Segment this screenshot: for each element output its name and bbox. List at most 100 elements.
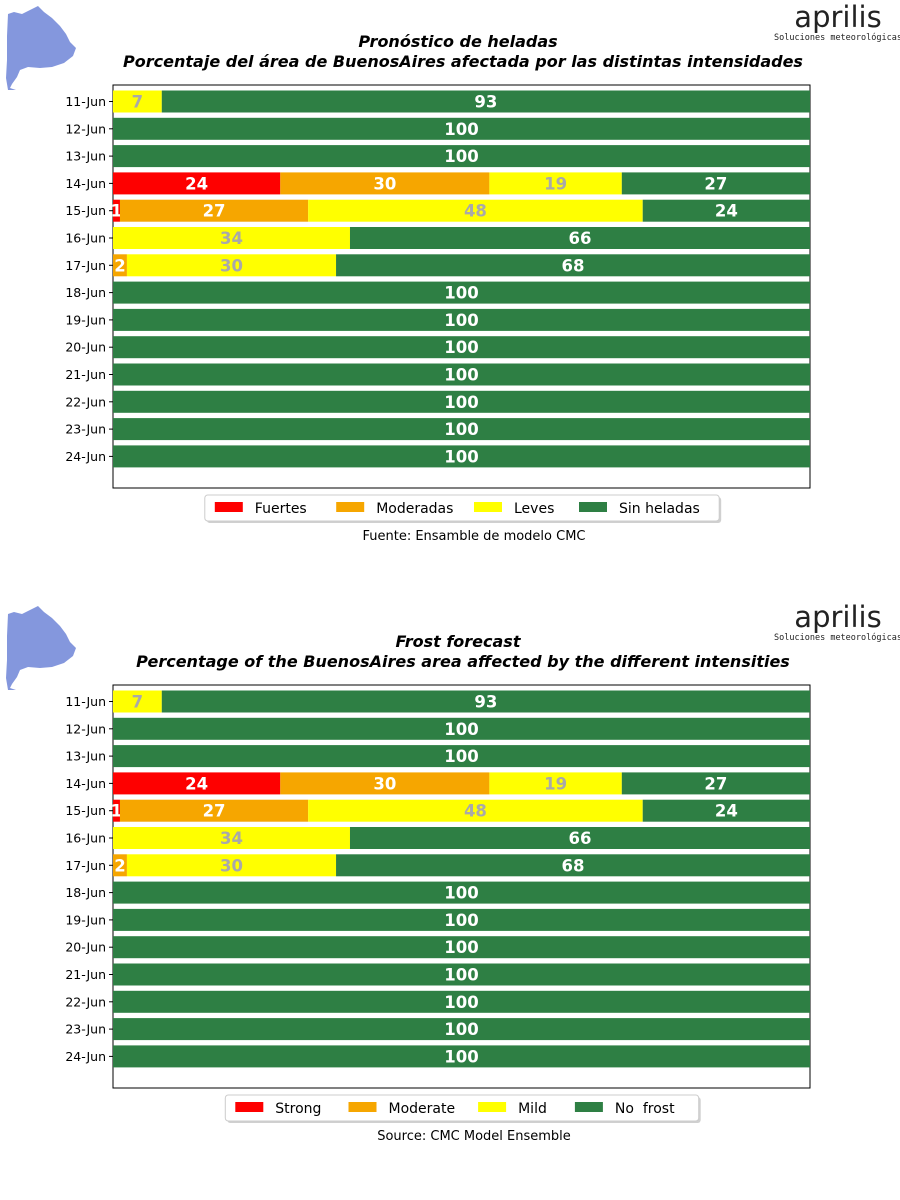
y-tick-label: 12-Jun [65,721,106,736]
bar-row: 16-Jun 34 66 [65,227,810,249]
bar-value-label: 93 [474,93,497,112]
bar-segment [113,717,810,740]
bar-value-label: 1 [111,802,122,821]
y-tick-label: 11-Jun [65,94,106,109]
bar-segment [113,145,810,168]
bar-segment [308,799,643,822]
bar-segment [113,1018,810,1041]
bar-value-label: 100 [444,747,478,766]
bar-segment [113,936,810,959]
logo-wordmark: aprilis [794,0,881,34]
bar-value-label: 7 [132,93,143,112]
bar-segment [642,199,810,222]
bar-segment [113,881,810,904]
bar-value-label: 93 [474,693,497,712]
bar-segment [308,199,643,222]
bar-row: 22-Jun 100 [65,990,810,1013]
chart-title: Frost forecast [396,632,522,651]
bar-value-label: 24 [715,202,738,221]
y-tick-label: 16-Jun [65,831,106,846]
province-map-icon [6,6,76,90]
bar-value-label: 30 [373,174,396,193]
bar-value-label: 24 [185,774,208,793]
y-tick-label: 22-Jun [65,994,106,1009]
bar-segment [621,772,810,795]
bar-segment [113,199,120,222]
bar-segment [113,363,810,386]
bar-segment [119,799,309,822]
bar-segment [280,172,490,195]
bar-value-label: 100 [444,1020,478,1039]
legend-swatch [474,502,502,512]
y-tick-label: 17-Jun [65,858,106,873]
legend-box [224,1094,700,1122]
legend-entry: Sin heladas [619,501,700,517]
y-tick-label: 18-Jun [65,285,106,300]
bar-row: 13-Jun 100 [65,745,810,768]
bar-value-label: 19 [544,174,567,193]
bar-segment [489,172,622,195]
bar-row: 24-Jun 100 [65,1045,810,1068]
y-tick-label: 18-Jun [65,885,106,900]
bar-segment [113,745,810,768]
bar-value-label: 68 [562,856,585,875]
legend-entry: Mild [518,1101,547,1117]
bar-row: 22-Jun 100 [65,390,810,413]
legend-swatch [478,1102,507,1112]
bar-segment [113,908,810,931]
bar-value-label: 100 [444,366,478,385]
logo-wordmark: aprilis [794,600,881,634]
bar-row: 12-Jun 100 [65,717,810,740]
y-tick-label: 14-Jun [65,176,106,191]
legend-swatch [214,502,243,512]
legend-entry: Moderate [389,1101,456,1117]
bar-value-label: 24 [715,802,738,821]
legend: Fuertes Moderadas Leves Sin heladas [204,494,722,523]
bar-value-label: 100 [444,447,478,466]
chart-subtitle: Porcentaje del área de BuenosAires afect… [123,52,803,71]
bar-value-label: 1 [111,202,122,221]
source-note: Source: CMC Model Ensemble [377,1129,571,1144]
bar-segment [113,690,162,713]
bar-segment [161,690,811,713]
bar-value-label: 30 [373,774,396,793]
y-tick-label: 13-Jun [65,749,106,764]
bar-value-label: 100 [444,311,478,330]
chart-subtitle: Percentage of the BuenosAires area affec… [136,652,790,671]
bar-row: 19-Jun 100 [65,308,810,331]
bar-row: 18-Jun 100 [65,281,810,304]
legend-box [204,494,720,522]
legend: Strong Moderate Mild No frost [224,1094,701,1123]
bar-row: 11-Jun 7 93 [65,690,811,713]
y-tick-label: 19-Jun [65,912,106,927]
bar-value-label: 48 [464,802,487,821]
legend-swatch [579,502,607,512]
logo-tagline: Soluciones meteorológicas [774,32,900,43]
bar-row: 21-Jun 100 [65,963,810,986]
y-tick-label: 22-Jun [65,394,106,409]
bar-segment [119,199,309,222]
bar-segment [113,90,162,113]
y-tick-label: 11-Jun [65,694,106,709]
bar-segment [113,990,810,1013]
y-tick-label: 20-Jun [65,340,106,355]
legend-entry: No frost [615,1101,675,1117]
bar-segment [113,772,281,795]
bar-segment [280,772,490,795]
bar-segment [349,827,810,849]
bar-value-label: 34 [220,229,243,248]
bar-row: 20-Jun 100 [65,336,810,359]
legend-swatch [348,1102,377,1112]
legend-swatch [336,502,365,512]
bar-value-label: 100 [444,993,478,1012]
y-tick-label: 23-Jun [65,1022,106,1037]
bar-value-label: 30 [220,256,243,275]
bar-value-label: 7 [132,693,143,712]
bar-value-label: 27 [704,174,727,193]
bar-value-label: 34 [220,829,243,848]
bar-row: 18-Jun 100 [65,881,810,904]
y-tick-label: 15-Jun [65,203,106,218]
y-tick-label: 24-Jun [65,449,106,464]
